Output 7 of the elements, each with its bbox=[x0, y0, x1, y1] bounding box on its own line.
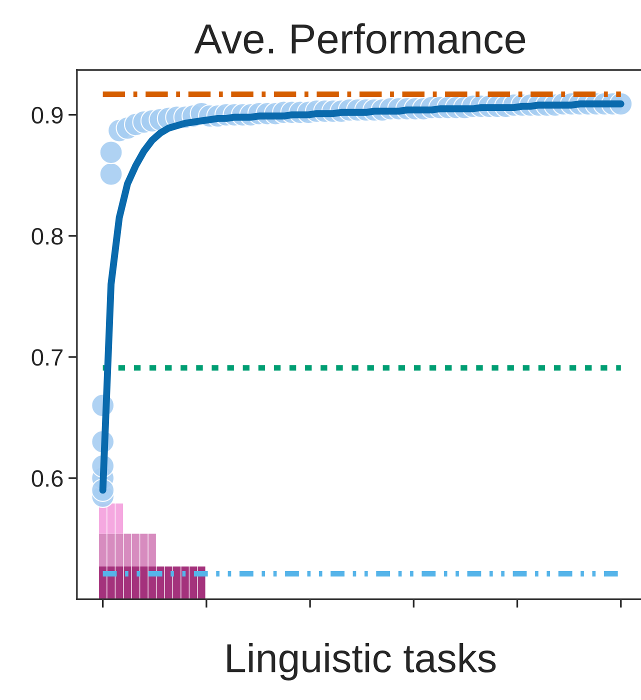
y-tick-label: 0.7 bbox=[32, 349, 63, 366]
y-tick-label: 0.8 bbox=[32, 228, 63, 245]
x-axis-title: Linguistic tasks bbox=[227, 642, 496, 680]
y-tick-label: 0.6 bbox=[32, 470, 63, 487]
point bbox=[99, 162, 123, 186]
y-tick-label: 0.9 bbox=[32, 106, 63, 124]
chart-title: Ave. Performance bbox=[194, 23, 526, 54]
